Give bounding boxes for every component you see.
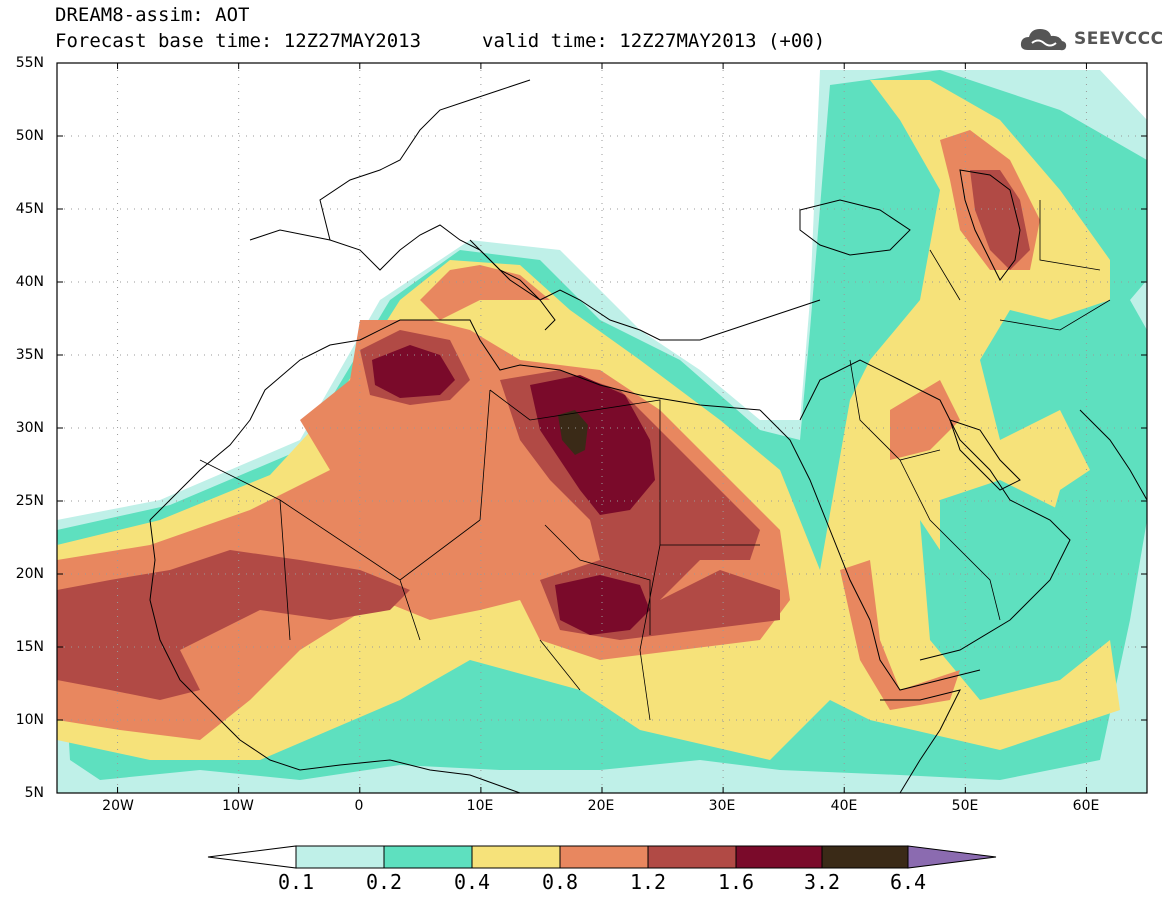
color-bar-above xyxy=(907,845,997,869)
legend-level-0.2: 0.2 xyxy=(365,870,403,894)
legend-level-6.4: 6.4 xyxy=(889,870,927,894)
lon-label-30e: 30E xyxy=(708,798,736,814)
legend-level-0.8: 0.8 xyxy=(541,870,579,894)
lat-label-15n: 15N xyxy=(15,639,44,655)
forecast-base-time: Forecast base time: 12Z27MAY2013 xyxy=(55,30,422,52)
graticule xyxy=(57,63,1147,793)
border-lines-1 xyxy=(199,389,760,721)
aot-contour-0.8-red-sea xyxy=(840,560,960,710)
color-bar-c7 xyxy=(821,845,909,869)
lon-label-10w: 10W xyxy=(222,798,254,814)
aot-contour-1.6 xyxy=(372,345,455,398)
italy-coast xyxy=(469,239,556,331)
seevccc-logo: SEEVCCC xyxy=(1018,24,1164,54)
legend-level-0.1: 0.1 xyxy=(277,870,315,894)
axis-ticks xyxy=(57,62,1147,794)
borders xyxy=(199,200,1111,721)
legend-level-1.6: 1.6 xyxy=(717,870,755,894)
india-coast xyxy=(1079,409,1147,501)
lon-label-0: 0 xyxy=(354,798,364,814)
lon-label-40e: 40E xyxy=(830,798,858,814)
lon-label-60e: 60E xyxy=(1072,798,1100,814)
caspian-sea xyxy=(959,169,1021,281)
lat-label-30n: 30N xyxy=(15,420,44,436)
logo-text: SEEVCCC xyxy=(1074,29,1164,49)
atlantic-coast-south xyxy=(149,519,521,793)
lat-label-55n: 55N xyxy=(15,55,44,71)
cloud-icon xyxy=(1020,29,1067,51)
lat-label-35n: 35N xyxy=(15,347,44,363)
map-title: DREAM8-assim: AOT xyxy=(55,4,250,26)
lat-label-20n: 20N xyxy=(15,566,44,582)
lat-label-40n: 40N xyxy=(15,274,44,290)
lon-label-10e: 10E xyxy=(466,798,494,814)
lon-label-20e: 20E xyxy=(587,798,615,814)
color-bar-c4 xyxy=(559,845,649,869)
legend-level-3.2: 3.2 xyxy=(803,870,841,894)
aot-contour-1.2 xyxy=(57,550,410,700)
lon-label-50e: 50E xyxy=(951,798,979,814)
valid-time: valid time: 12Z27MAY2013 (+00) xyxy=(482,30,826,52)
lat-label-10n: 10N xyxy=(15,712,44,728)
aot-contour-0.4-east xyxy=(940,480,1080,600)
color-bar-below xyxy=(207,845,297,869)
red-sea-coast xyxy=(759,409,981,691)
europe-coast xyxy=(249,224,821,341)
aot-contour-1.2-caspian xyxy=(970,170,1030,270)
color-bar-c3 xyxy=(471,845,561,869)
horn-of-africa-coast xyxy=(880,689,961,793)
lat-label-45n: 45N xyxy=(15,201,44,217)
europe-north-coast xyxy=(319,79,531,241)
aot-contour-0.8-gulf xyxy=(890,380,960,460)
color-bar xyxy=(207,845,997,869)
persian-gulf xyxy=(949,419,1021,491)
aot-contour-3.2 xyxy=(558,410,588,455)
legend-level-0.4: 0.4 xyxy=(453,870,491,894)
black-sea xyxy=(799,199,911,256)
color-bar-c1 xyxy=(295,845,385,869)
lat-label-50n: 50N xyxy=(15,128,44,144)
lon-label-20w: 20W xyxy=(102,798,134,814)
aot-contour-1.6-libya xyxy=(530,375,655,515)
color-bar-c2 xyxy=(383,845,473,869)
color-bar-c6 xyxy=(735,845,823,869)
west-africa-coast xyxy=(149,319,761,521)
color-bar-c5 xyxy=(647,845,737,869)
arabia-coast xyxy=(799,359,1071,661)
lat-label-25n: 25N xyxy=(15,493,44,509)
border-lines-2 xyxy=(849,200,1111,621)
aot-contour-1.6-chad xyxy=(555,575,650,635)
legend-level-1.2: 1.2 xyxy=(629,870,667,894)
lat-label-5n: 5N xyxy=(24,785,44,801)
coastlines xyxy=(149,79,1147,793)
